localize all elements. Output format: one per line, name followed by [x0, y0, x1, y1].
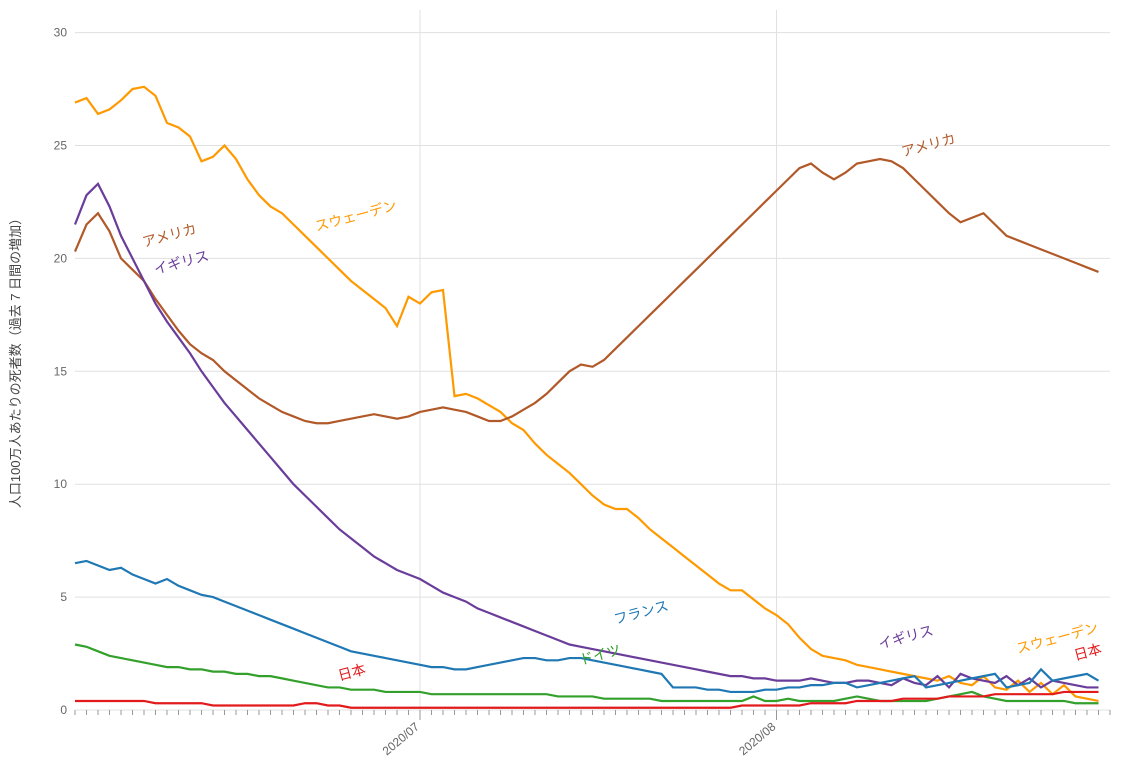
series-label: フランス	[612, 597, 670, 627]
chart-container: 0510152025302020/072020/08スウェーデンスウェーデンアメ…	[0, 0, 1125, 780]
series-end-label: アメリカ	[900, 130, 958, 160]
series-line	[75, 159, 1099, 423]
series-label: イギリス	[152, 247, 210, 277]
y-tick-label: 15	[54, 364, 68, 378]
series-line	[75, 184, 1099, 688]
series-line	[75, 692, 1099, 708]
y-tick-label: 25	[54, 138, 68, 152]
series-label: 日本	[336, 661, 367, 684]
x-tick-label: 2020/07	[380, 719, 422, 758]
y-tick-label: 10	[54, 477, 68, 491]
y-axis-label: 人口100万人あたりの死者数（過去 7 日間の増加）	[8, 212, 23, 508]
series-end-label: イギリス	[877, 622, 935, 652]
y-tick-label: 0	[60, 703, 67, 717]
x-tick-label: 2020/08	[736, 719, 778, 758]
series-label: アメリカ	[141, 220, 199, 250]
line-chart: 0510152025302020/072020/08スウェーデンスウェーデンアメ…	[0, 0, 1125, 780]
y-tick-label: 30	[54, 26, 68, 40]
series-line	[75, 87, 1099, 701]
series-end-label: 日本	[1072, 641, 1103, 664]
y-tick-label: 5	[60, 590, 67, 604]
series-label: スウェーデン	[313, 197, 398, 234]
y-tick-label: 20	[54, 251, 68, 265]
